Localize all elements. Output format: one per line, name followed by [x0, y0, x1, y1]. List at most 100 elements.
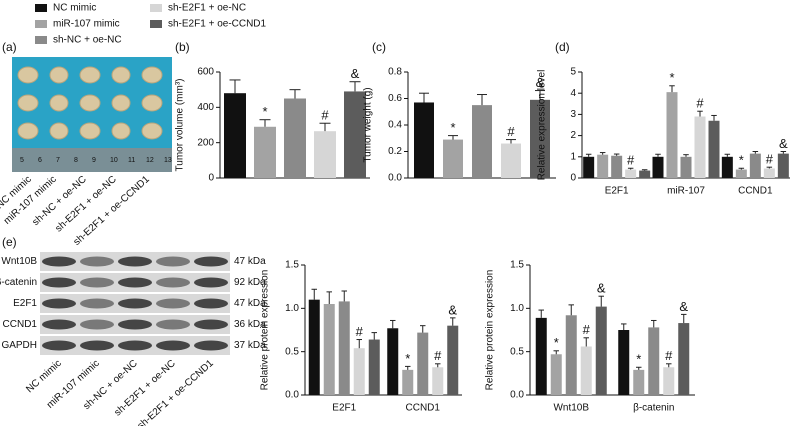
- ruler-number: 8: [74, 157, 78, 164]
- error-bar: [583, 337, 589, 347]
- significance-mark: *: [554, 335, 559, 350]
- significance-mark: #: [665, 348, 673, 363]
- tumor: [141, 94, 163, 112]
- y-tick-label: 200: [197, 137, 214, 148]
- error-bar: [766, 166, 773, 169]
- significance-mark: #: [356, 324, 364, 339]
- bar: [611, 155, 623, 178]
- blot-band: [194, 319, 228, 330]
- bar: [530, 99, 550, 178]
- y-tick-label: 600: [197, 67, 214, 78]
- bar: [472, 105, 492, 178]
- bar: [447, 325, 459, 395]
- y-tick-label: 2: [570, 130, 576, 141]
- y-axis-label: Relative protein expression: [485, 270, 496, 391]
- bar: [338, 301, 350, 395]
- error-bar: [319, 122, 331, 132]
- bar: [353, 348, 365, 395]
- tumor: [49, 66, 69, 84]
- tumor: [49, 94, 69, 112]
- panel-label: (d): [555, 40, 570, 54]
- blot-size: 36 kDa: [234, 319, 266, 330]
- tumor: [49, 122, 69, 140]
- error-bar: [349, 81, 361, 92]
- blot-band: [194, 340, 228, 351]
- error-bar: [448, 135, 458, 140]
- y-tick-label: 0.4: [388, 120, 402, 131]
- tumor: [111, 122, 131, 140]
- ruler-number: 10: [110, 157, 118, 164]
- bar: [387, 328, 399, 395]
- bar: [666, 92, 678, 178]
- y-tick-label: 1.5: [285, 260, 299, 271]
- blot-lane-label: NC mimic: [24, 358, 64, 395]
- error-bar: [405, 365, 411, 370]
- tumor: [79, 122, 101, 140]
- error-bar: [724, 153, 731, 157]
- panel-label: (a): [2, 40, 17, 54]
- y-tick-label: 3: [570, 109, 576, 120]
- bar: [708, 120, 720, 178]
- bar: [639, 170, 651, 178]
- bar: [583, 156, 595, 178]
- y-tick-label: 0.0: [285, 390, 299, 401]
- tumor: [17, 94, 39, 112]
- tumor: [141, 122, 163, 140]
- bar: [323, 304, 335, 395]
- bar: [595, 306, 607, 395]
- blot-size: 47 kDa: [234, 298, 266, 309]
- blot-band: [156, 298, 190, 309]
- error-bar: [553, 350, 559, 355]
- bar: [344, 91, 366, 178]
- ruler-number: 9: [92, 157, 96, 164]
- y-axis-label: Relative protein expression: [260, 270, 271, 391]
- tumor: [17, 66, 39, 84]
- y-tick-label: 400: [197, 102, 214, 113]
- error-bar: [683, 154, 689, 157]
- y-axis-label: Relative expression level: [537, 70, 548, 181]
- legend-swatch: [150, 20, 162, 28]
- y-axis-label: Tumor volume (mm³): [175, 79, 186, 172]
- significance-mark: &: [779, 136, 788, 151]
- blot-band: [42, 256, 76, 267]
- blot-protein: GAPDH: [1, 340, 37, 351]
- significance-mark: #: [696, 96, 704, 111]
- error-bar: [390, 319, 396, 329]
- error-bar: [420, 325, 426, 333]
- bar: [414, 102, 434, 178]
- blot-band: [156, 340, 190, 351]
- error-bar: [780, 151, 787, 154]
- error-bar: [711, 114, 717, 121]
- error-bar: [666, 363, 672, 368]
- error-bar: [535, 90, 545, 100]
- y-tick-label: 4: [570, 88, 576, 99]
- legend-label: sh-E2F1 + oe-NC: [168, 3, 246, 14]
- y-tick-label: 0.5: [510, 346, 524, 357]
- legend-swatch: [35, 4, 47, 12]
- error-bar: [598, 295, 604, 307]
- significance-mark: #: [507, 124, 515, 139]
- significance-mark: &: [597, 281, 606, 296]
- error-bar: [681, 313, 687, 324]
- significance-mark: #: [766, 152, 774, 167]
- blot-band: [194, 256, 228, 267]
- error-bar: [311, 288, 317, 300]
- blot-band: [42, 340, 76, 351]
- y-axis-label: Tumor weight (g): [363, 87, 374, 162]
- significance-mark: *: [669, 70, 674, 85]
- blot-protein: CCND1: [3, 319, 38, 330]
- y-tick-label: 0.2: [388, 146, 402, 157]
- blot-band: [118, 256, 152, 267]
- error-bar: [613, 153, 620, 156]
- error-bar: [636, 366, 642, 370]
- bar: [618, 330, 630, 395]
- tumor: [79, 66, 101, 84]
- blot-band: [80, 298, 114, 309]
- ruler-number: 6: [38, 157, 42, 164]
- tumor: [79, 94, 101, 112]
- error-bar: [627, 167, 634, 170]
- bar: [443, 139, 463, 178]
- error-bar: [435, 363, 441, 368]
- bar: [625, 169, 637, 178]
